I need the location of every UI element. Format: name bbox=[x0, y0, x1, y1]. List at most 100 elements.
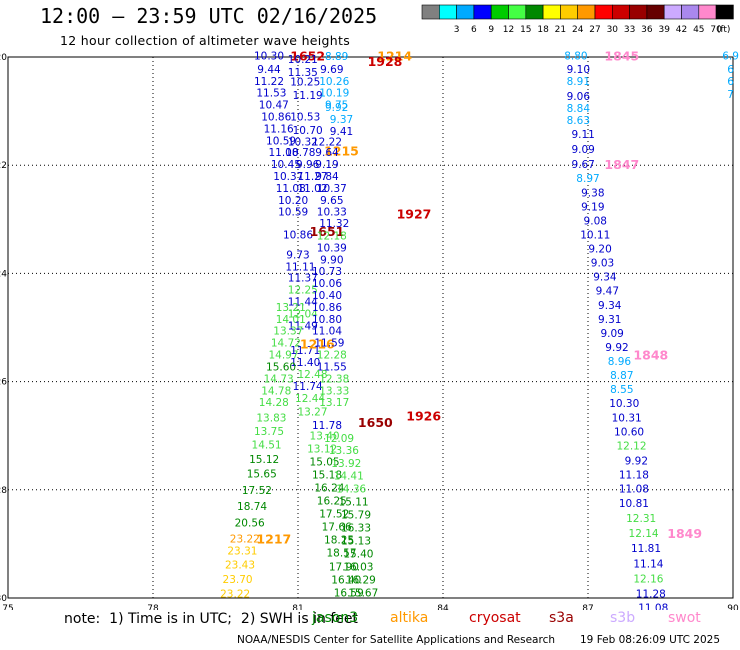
wave-height-value: 16.29 bbox=[346, 575, 376, 587]
legend-tick-label: 30 bbox=[607, 25, 619, 35]
wave-height-value: 14.28 bbox=[259, 397, 289, 409]
wave-height-value: 13.33 bbox=[319, 385, 349, 397]
wave-height-value: 9.84 bbox=[315, 171, 339, 183]
wave-height-value: 9.19 bbox=[315, 159, 338, 171]
wave-height-value: 7 bbox=[727, 89, 734, 101]
pass-time-label: 1217 bbox=[256, 531, 291, 546]
wave-height-value: 10.20 bbox=[278, 195, 308, 207]
wave-height-value: 9.92 bbox=[605, 342, 628, 354]
footer-timestamp: 19 Feb 08:26:09 UTC 2025 bbox=[580, 634, 720, 646]
wave-height-value: 10.80 bbox=[312, 314, 342, 326]
legend-tick-label: 15 bbox=[520, 25, 531, 35]
wave-height-value: 15.05 bbox=[310, 457, 340, 469]
wave-height-value: 17.52 bbox=[242, 485, 272, 497]
satellite-label-s3b: s3b bbox=[610, 610, 636, 626]
x-tick-label: 75 bbox=[2, 604, 13, 610]
wave-height-value: 10.53 bbox=[290, 112, 320, 124]
wave-height-value: 9.96 bbox=[296, 159, 320, 171]
wave-height-value: 9.09 bbox=[600, 328, 623, 340]
wave-height-value: 14.78 bbox=[261, 385, 291, 397]
wave-height-value: 11.08 bbox=[276, 183, 306, 195]
wave-height-value: 9.41 bbox=[330, 126, 353, 138]
pass-time-label: 1214 bbox=[377, 48, 412, 63]
wave-height-value: 13.36 bbox=[329, 445, 359, 457]
wave-height-value: 16.40 bbox=[331, 575, 361, 587]
wave-height-value: 11.14 bbox=[633, 558, 663, 570]
wave-height-value: 11.53 bbox=[256, 88, 286, 100]
wave-height-map: 757881848790-20-22-24-26-28-3010.309.441… bbox=[0, 48, 739, 610]
wave-height-value: 6 bbox=[727, 76, 734, 88]
wave-height-value: 9.47 bbox=[596, 286, 619, 298]
pass-time-label: 1928 bbox=[368, 54, 403, 69]
x-tick-label: 78 bbox=[147, 604, 159, 610]
wave-height-value: 9.90 bbox=[320, 254, 343, 266]
legend-swatch bbox=[715, 4, 734, 20]
wave-height-value: 12.28 bbox=[317, 350, 347, 362]
wave-height-value: 14.36 bbox=[336, 484, 366, 496]
wave-height-value: 9.11 bbox=[571, 129, 594, 141]
satellite-label-altika: altika bbox=[390, 610, 429, 626]
legend-tick-label: 27 bbox=[589, 25, 600, 35]
pass-time-label: 1216 bbox=[300, 337, 335, 352]
wave-height-value: 11.28 bbox=[636, 589, 666, 601]
legend-tick-label: 33 bbox=[624, 25, 635, 35]
legend-tick-label: 70 bbox=[710, 25, 722, 35]
wave-height-value: 23.22 bbox=[230, 533, 260, 545]
wave-height-value: 11.04 bbox=[312, 326, 342, 338]
wave-height-value: 9.08 bbox=[584, 215, 607, 227]
wave-height-value: 9.10 bbox=[567, 64, 590, 76]
wave-height-value: 12.38 bbox=[319, 373, 349, 385]
wave-height-value: 11.08 bbox=[638, 603, 668, 610]
legend-tick-label: 9 bbox=[488, 25, 494, 35]
x-tick-label: 87 bbox=[582, 604, 593, 610]
wave-height-value: 11.44 bbox=[288, 297, 318, 309]
wave-height-value: 9.03 bbox=[591, 258, 614, 270]
wave-height-value: 11.35 bbox=[288, 67, 318, 79]
page-title: 12:00 — 23:59 UTC 02/16/2025 bbox=[40, 4, 378, 28]
satellite-label-swot: swot bbox=[668, 610, 701, 626]
pass-time-label: 1650 bbox=[358, 415, 393, 430]
wave-height-value: 10.30 bbox=[609, 398, 639, 410]
wave-height-value: 10.37 bbox=[273, 171, 303, 183]
wave-height-value: 9.34 bbox=[598, 300, 622, 312]
wave-height-value: 9.38 bbox=[581, 187, 604, 199]
wave-height-value: 11.11 bbox=[285, 261, 315, 273]
pass-time-label: 1651 bbox=[310, 224, 345, 239]
wave-height-value: 8.97 bbox=[576, 173, 599, 185]
wave-height-value: 11.59 bbox=[314, 338, 344, 350]
wave-height-value: 20.56 bbox=[235, 517, 265, 529]
wave-height-value: 12.09 bbox=[324, 433, 354, 445]
wave-height-value: 14.73 bbox=[264, 373, 294, 385]
wave-height-value: 9.09 bbox=[571, 144, 594, 156]
wave-height-value: 9.64 bbox=[315, 147, 339, 159]
wave-height-value: 11.18 bbox=[619, 470, 649, 482]
satellite-label-s3a: s3a bbox=[549, 610, 574, 626]
legend-tick-label: 18 bbox=[537, 25, 549, 35]
wave-height-value: 9.92 bbox=[625, 456, 648, 468]
map-frame bbox=[7, 56, 734, 599]
wave-height-value: 11.27 bbox=[297, 171, 327, 183]
wave-height-value: 11.22 bbox=[254, 76, 284, 88]
footnote-text: note: 1) Time is in UTC; 2) SWH is in fe… bbox=[64, 611, 358, 627]
wave-height-value: 9.31 bbox=[598, 314, 621, 326]
wave-height-value: 13.92 bbox=[331, 458, 361, 470]
wave-height-value: 23.43 bbox=[225, 559, 255, 571]
wave-height-value: 11.37 bbox=[288, 273, 318, 285]
wave-height-value: 13.83 bbox=[256, 412, 286, 424]
wave-height-value: 10.86 bbox=[261, 112, 291, 124]
page-subtitle: 12 hour collection of altimeter wave hei… bbox=[60, 33, 351, 48]
wave-height-value: 6 bbox=[727, 64, 734, 76]
wave-height-value: 9.06 bbox=[567, 91, 591, 103]
wave-height-value: 8.80 bbox=[564, 50, 587, 62]
wave-height-value: 13.21 bbox=[276, 302, 306, 314]
wave-height-value: 10.47 bbox=[259, 100, 289, 112]
wave-height-value: 18.57 bbox=[326, 548, 356, 560]
legend-tick-label: 45 bbox=[693, 25, 704, 35]
wave-height-value: 10.30 bbox=[254, 50, 284, 62]
wave-height-value: 10.81 bbox=[619, 498, 649, 510]
wave-height-value: 10.31 bbox=[612, 412, 642, 424]
wave-height-value: 9.20 bbox=[588, 244, 611, 256]
pass-time-label: 1845 bbox=[604, 48, 639, 63]
wave-height-value: 8.84 bbox=[567, 103, 591, 115]
wave-height-value: 10.40 bbox=[312, 290, 342, 302]
